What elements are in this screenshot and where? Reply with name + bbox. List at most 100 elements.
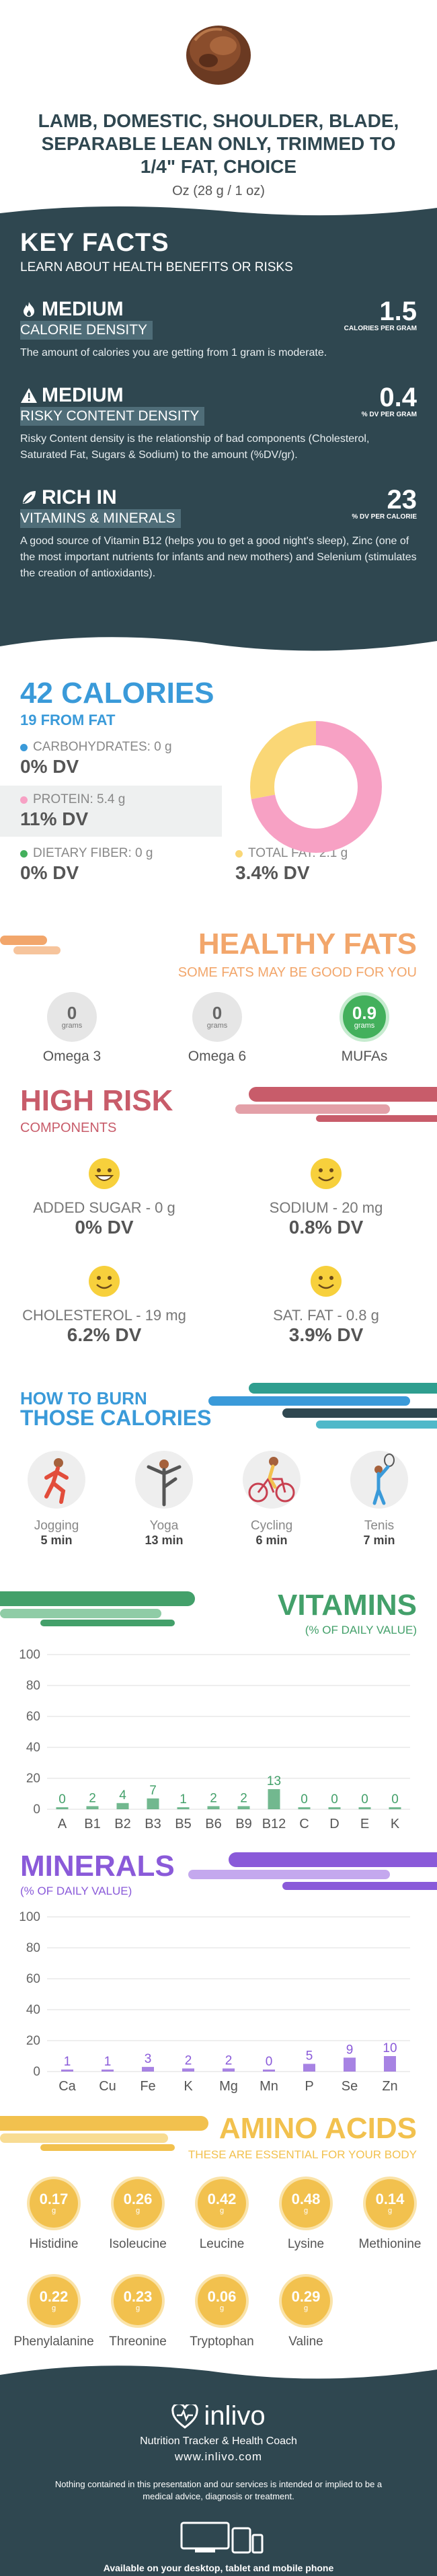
- x-tick-label: Ca: [58, 2079, 76, 2094]
- tennis-activity: Tenis 7 min: [339, 1449, 420, 1548]
- amino-unit: g: [51, 2207, 56, 2215]
- healthy-fats-title: HEALTHY FATS: [198, 927, 417, 960]
- sodium-risk: SODIUM - 20 mg 0.8% DV: [235, 1157, 417, 1238]
- amino-value-badge: 0.14 g: [366, 2179, 414, 2228]
- bar-value-label: 1: [180, 1792, 187, 1807]
- y-tick-label: 20: [26, 2034, 40, 2048]
- fact-category: VITAMINS & MINERALS: [20, 509, 181, 528]
- amino-name: Phenylalanine: [13, 2335, 94, 2349]
- bar-value-label: 0: [58, 1792, 66, 1807]
- x-tick-label: D: [329, 1817, 339, 1831]
- decorative-bar: [0, 2116, 208, 2151]
- amino-value: 0.48: [291, 2191, 321, 2207]
- fact-value: 23: [387, 485, 418, 515]
- x-tick-label: B5: [175, 1817, 191, 1831]
- activity-time: 13 min: [145, 1533, 184, 1547]
- risk-dv: 0.8% DV: [288, 1217, 364, 1238]
- activity-time: 7 min: [363, 1533, 395, 1547]
- fat-name: MUFAs: [341, 1049, 388, 1064]
- high-risk-title: HIGH RISK: [20, 1084, 173, 1117]
- fact-category: CALORIE DENSITY: [20, 321, 153, 340]
- x-tick-label: C: [299, 1817, 309, 1831]
- bar-value-label: 2: [185, 2053, 192, 2068]
- x-tick-label: B12: [262, 1817, 286, 1831]
- bar-B5: [177, 1807, 190, 1809]
- key-facts-subtitle: LEARN ABOUT HEALTH BENEFITS OR RISKS: [20, 260, 293, 274]
- calories-from-fat: 19 FROM FAT: [20, 712, 116, 728]
- x-tick-label: A: [58, 1817, 67, 1831]
- carbs-macro: CARBOHYDRATES: 0 g 0% DV: [0, 733, 222, 784]
- brand-tagline: Nutrition Tracker & Health Coach: [140, 2435, 297, 2447]
- y-tick-label: 20: [26, 1772, 40, 1786]
- warning-icon: [21, 388, 37, 403]
- x-tick-label: B2: [114, 1817, 130, 1831]
- vitamins-title: VITAMINS: [278, 1589, 417, 1622]
- yoga-icon: [135, 1451, 193, 1509]
- y-tick-label: 0: [33, 1803, 40, 1817]
- brand: inlivo: [0, 2401, 437, 2431]
- fact-level: MEDIUM: [42, 384, 124, 406]
- activity-name: Tenis: [364, 1519, 395, 1533]
- y-tick-label: 100: [19, 1910, 40, 1924]
- decorative-bar: [0, 936, 61, 954]
- disclaimer: Nothing contained in this presentation a…: [54, 2479, 383, 2501]
- x-tick-label: Zn: [382, 2079, 397, 2094]
- wave-divider: [0, 201, 437, 216]
- fat-macro: TOTAL FAT: 2.1 g 3.4% DV: [222, 839, 424, 891]
- x-tick-label: Se: [342, 2079, 358, 2094]
- bar-E: [358, 1807, 371, 1809]
- macro-label: PROTEIN: 5.4 g: [33, 792, 126, 806]
- amino-value: 0.23: [123, 2288, 153, 2305]
- bar-value-label: 2: [210, 1791, 217, 1805]
- x-tick-label: B9: [235, 1817, 251, 1831]
- risk-label: ADDED SUGAR - 0 g: [33, 1199, 175, 1216]
- bar-value-label: 2: [225, 2053, 233, 2068]
- macro-label: DIETARY FIBER: 0 g: [33, 846, 153, 860]
- fat-name: Omega 6: [188, 1049, 247, 1064]
- risky-content-fact: MEDIUM RISKY CONTENT DENSITY 0.4 % DV PE…: [20, 384, 417, 463]
- risk-dv: 0% DV: [75, 1217, 134, 1238]
- smile-face-icon: [311, 1158, 342, 1189]
- activity-name: Jogging: [34, 1519, 79, 1533]
- devices-icon: [180, 2522, 264, 2554]
- sat-fat-risk: SAT. FAT - 0.8 g 3.9% DV: [235, 1264, 417, 1346]
- amino-acids-section: AMINO ACIDS THESE ARE ESSENTIAL FOR YOUR…: [0, 2105, 437, 2361]
- fact-unit: % DV PER GRAM: [361, 411, 417, 418]
- x-tick-label: K: [184, 2079, 193, 2094]
- protein-dot-icon: [20, 796, 28, 804]
- burn-title-line1: HOW TO BURN: [20, 1388, 147, 1408]
- activity-time: 5 min: [40, 1533, 73, 1547]
- amino-unit: g: [303, 2207, 309, 2215]
- amino-unit: g: [219, 2207, 225, 2215]
- y-tick-label: 40: [26, 2003, 40, 2017]
- bar-value-label: 7: [149, 1784, 157, 1798]
- bar-value-label: 1: [104, 2055, 112, 2069]
- bar-value-label: 0: [331, 1792, 338, 1807]
- bar-B3: [147, 1798, 159, 1809]
- burn-calories-section: HOW TO BURN THOSE CALORIES Jogging 5 min…: [0, 1379, 437, 1581]
- amino-name: Valine: [288, 2335, 323, 2349]
- availability-note: Available on your desktop, tablet and mo…: [103, 2563, 334, 2573]
- amino-acid-item: 0.26 g Isoleucine: [97, 2179, 178, 2252]
- x-tick-label: Cu: [99, 2079, 116, 2094]
- bar-value-label: 5: [306, 2049, 313, 2063]
- fact-level: MEDIUM: [42, 298, 124, 320]
- food-header: LAMB, DOMESTIC, SHOULDER, BLADE, SEPARAB…: [0, 0, 437, 202]
- amino-unit: g: [135, 2304, 141, 2312]
- added-sugar-risk: ADDED SUGAR - 0 g 0% DV: [13, 1157, 195, 1238]
- amino-acid-item: 0.48 g Lysine: [266, 2179, 346, 2252]
- calorie-density-fact: MEDIUM CALORIE DENSITY 1.5 CALORIES PER …: [20, 298, 417, 361]
- bar-A: [56, 1807, 69, 1809]
- omega6-fat: 0 grams Omega 6: [177, 992, 257, 1065]
- fat-slice: [250, 721, 382, 853]
- decorative-bar: [208, 1383, 437, 1429]
- brand-url[interactable]: www.inlivo.com: [174, 2450, 263, 2463]
- amino-value: 0.22: [39, 2288, 69, 2305]
- vitamins-bar-chart: 0 20 40 60 80 100 0 A 2 B1 4 B2 7 B3 1 B5 2 B6 2 B9 13 B12 0 C 0…: [19, 1648, 410, 1831]
- grin-face-icon: [89, 1158, 120, 1189]
- activity-time: 6 min: [255, 1533, 288, 1547]
- risk-label: SODIUM - 20 mg: [269, 1199, 383, 1216]
- wave-divider: [0, 2360, 437, 2379]
- x-tick-label: Mn: [260, 2079, 278, 2094]
